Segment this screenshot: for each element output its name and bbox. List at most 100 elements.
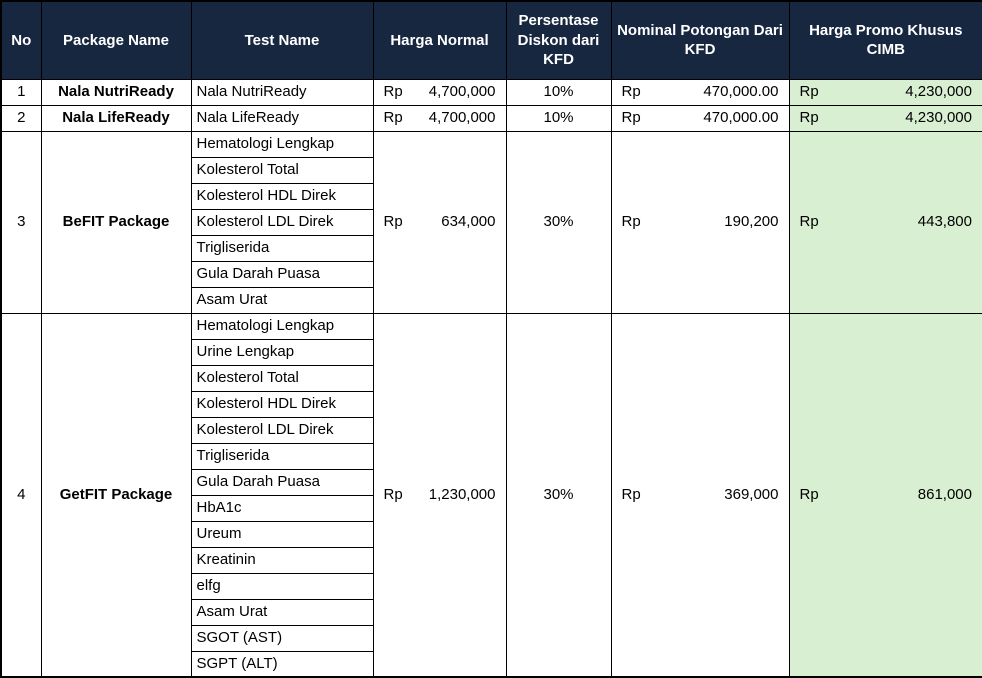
cell-test-name: Hematologi Lengkap (190, 130, 374, 158)
package-row: 2 Nala LifeReady Nala LifeReady Rp 4,700,… (0, 104, 982, 132)
cell-diskon: 30% (505, 130, 612, 314)
package-row: 1 Nala NutriReady Nala NutriReady Rp 4,70… (0, 78, 982, 106)
cell-harga-promo: Rp 4,230,000 (788, 104, 982, 132)
cell-package-name: Nala NutriReady (40, 78, 192, 106)
amount-value: 369,000 (724, 486, 779, 504)
column-header-test-name: Test Name (190, 0, 374, 80)
cell-test-name: Kolesterol Total (190, 364, 374, 392)
test-row: Kreatinin (1, 546, 982, 574)
currency-label: Rp (799, 109, 819, 127)
test-row: Asam Urat (1, 286, 982, 314)
cell-nominal-potongan: Rp 369,000 (610, 312, 790, 678)
test-row: Asam Urat (1, 598, 982, 626)
cell-package-name: Nala LifeReady (40, 104, 192, 132)
cell-test-name: Kolesterol LDL Direk (190, 208, 374, 236)
cell-test-name: elfg (190, 572, 374, 600)
cell-no: 4 (0, 312, 42, 678)
amount-value: 470,000.00 (703, 109, 779, 127)
cell-harga-normal: Rp 4,700,000 (372, 104, 507, 132)
amount-value: 470,000.00 (703, 83, 779, 101)
test-row: HbA1c (1, 494, 982, 522)
test-row: Kolesterol Total (1, 364, 982, 392)
cell-test-name: Gula Darah Puasa (190, 468, 374, 496)
currency-label: Rp (383, 109, 403, 127)
currency-label: Rp (799, 486, 819, 504)
amount-value: 4,700,000 (428, 83, 496, 101)
column-header-persentase-diskon: Persentase Diskon dari KFD (505, 0, 612, 80)
cell-test-name: Kreatinin (190, 546, 374, 574)
currency-label: Rp (621, 213, 641, 231)
cell-harga-normal: Rp 4,700,000 (372, 78, 507, 106)
amount-value: 861,000 (917, 486, 972, 504)
test-row: Urine Lengkap (1, 338, 982, 366)
column-header-harga-promo: Harga Promo Khusus CIMB (788, 0, 982, 80)
currency-label: Rp (621, 109, 641, 127)
cell-test-name: Trigliserida (190, 234, 374, 262)
cell-test-name: Ureum (190, 520, 374, 548)
column-header-nominal-potongan: Nominal Potongan Dari KFD (610, 0, 790, 80)
amount-value: 1,230,000 (428, 486, 496, 504)
currency-label: Rp (799, 213, 819, 231)
cell-test-name: Asam Urat (190, 598, 374, 626)
cell-harga-promo: Rp 443,800 (788, 130, 982, 314)
currency-label: Rp (621, 486, 641, 504)
cell-harga-normal: Rp 634,000 (372, 130, 507, 314)
cell-test-name: Kolesterol LDL Direk (190, 416, 374, 444)
test-row: Kolesterol LDL Direk (1, 416, 982, 444)
cell-test-name: Kolesterol HDL Direk (190, 390, 374, 418)
cell-harga-promo: Rp 4,230,000 (788, 78, 982, 106)
test-row: Kolesterol Total (1, 156, 982, 184)
cell-harga-normal: Rp 1,230,000 (372, 312, 507, 678)
currency-label: Rp (383, 213, 403, 231)
amount-value: 4,700,000 (428, 109, 496, 127)
cell-package-name: BeFIT Package (40, 130, 192, 314)
cell-test-name: Kolesterol HDL Direk (190, 182, 374, 210)
column-header-no: No (0, 0, 42, 80)
cell-no: 3 (0, 130, 42, 314)
amount-value: 443,800 (917, 213, 972, 231)
currency-label: Rp (383, 83, 403, 101)
cell-test-name: Urine Lengkap (190, 338, 374, 366)
cell-test-name: Trigliserida (190, 442, 374, 470)
cell-test-name: Hematologi Lengkap (190, 312, 374, 340)
package-row: 4 GetFIT Package Hematologi Lengkap Rp 1,… (0, 312, 982, 678)
test-row: Kolesterol HDL Direk (1, 182, 982, 210)
cell-test-name: SGPT (ALT) (190, 650, 374, 678)
amount-value: 4,230,000 (905, 83, 972, 101)
currency-label: Rp (621, 83, 641, 101)
cell-diskon: 30% (505, 312, 612, 678)
cell-test-name: SGOT (AST) (190, 624, 374, 652)
cell-test-name: Nala LifeReady (190, 104, 374, 132)
currency-label: Rp (383, 486, 403, 504)
cell-nominal-potongan: Rp 190,200 (610, 130, 790, 314)
cell-no: 1 (0, 78, 42, 106)
cell-test-name: Nala NutriReady (190, 78, 374, 106)
test-row: Trigliserida (1, 234, 982, 262)
header-row: No Package Name Test Name Harga Normal P… (0, 0, 982, 80)
cell-nominal-potongan: Rp 470,000.00 (610, 104, 790, 132)
cell-package-name: GetFIT Package (40, 312, 192, 678)
cell-test-name: Asam Urat (190, 286, 374, 314)
test-row: Gula Darah Puasa (1, 260, 982, 288)
cell-nominal-potongan: Rp 470,000.00 (610, 78, 790, 106)
currency-label: Rp (799, 83, 819, 101)
cell-diskon: 10% (505, 78, 612, 106)
cell-test-name: HbA1c (190, 494, 374, 522)
cell-diskon: 10% (505, 104, 612, 132)
test-row: Kolesterol HDL Direk (1, 390, 982, 418)
cell-test-name: Gula Darah Puasa (190, 260, 374, 288)
cell-harga-promo: Rp 861,000 (788, 312, 982, 678)
test-row: SGPT (ALT) (1, 650, 982, 678)
amount-value: 190,200 (724, 213, 779, 231)
package-row: 3 BeFIT Package Hematologi Lengkap Rp 634… (0, 130, 982, 314)
cell-no: 2 (0, 104, 42, 132)
column-header-package-name: Package Name (40, 0, 192, 80)
column-header-harga-normal: Harga Normal (372, 0, 507, 80)
amount-value: 634,000 (441, 213, 496, 231)
test-row: Trigliserida (1, 442, 982, 470)
test-row: Ureum (1, 520, 982, 548)
cell-test-name: Kolesterol Total (190, 156, 374, 184)
test-row: Gula Darah Puasa (1, 468, 982, 496)
amount-value: 4,230,000 (905, 109, 972, 127)
